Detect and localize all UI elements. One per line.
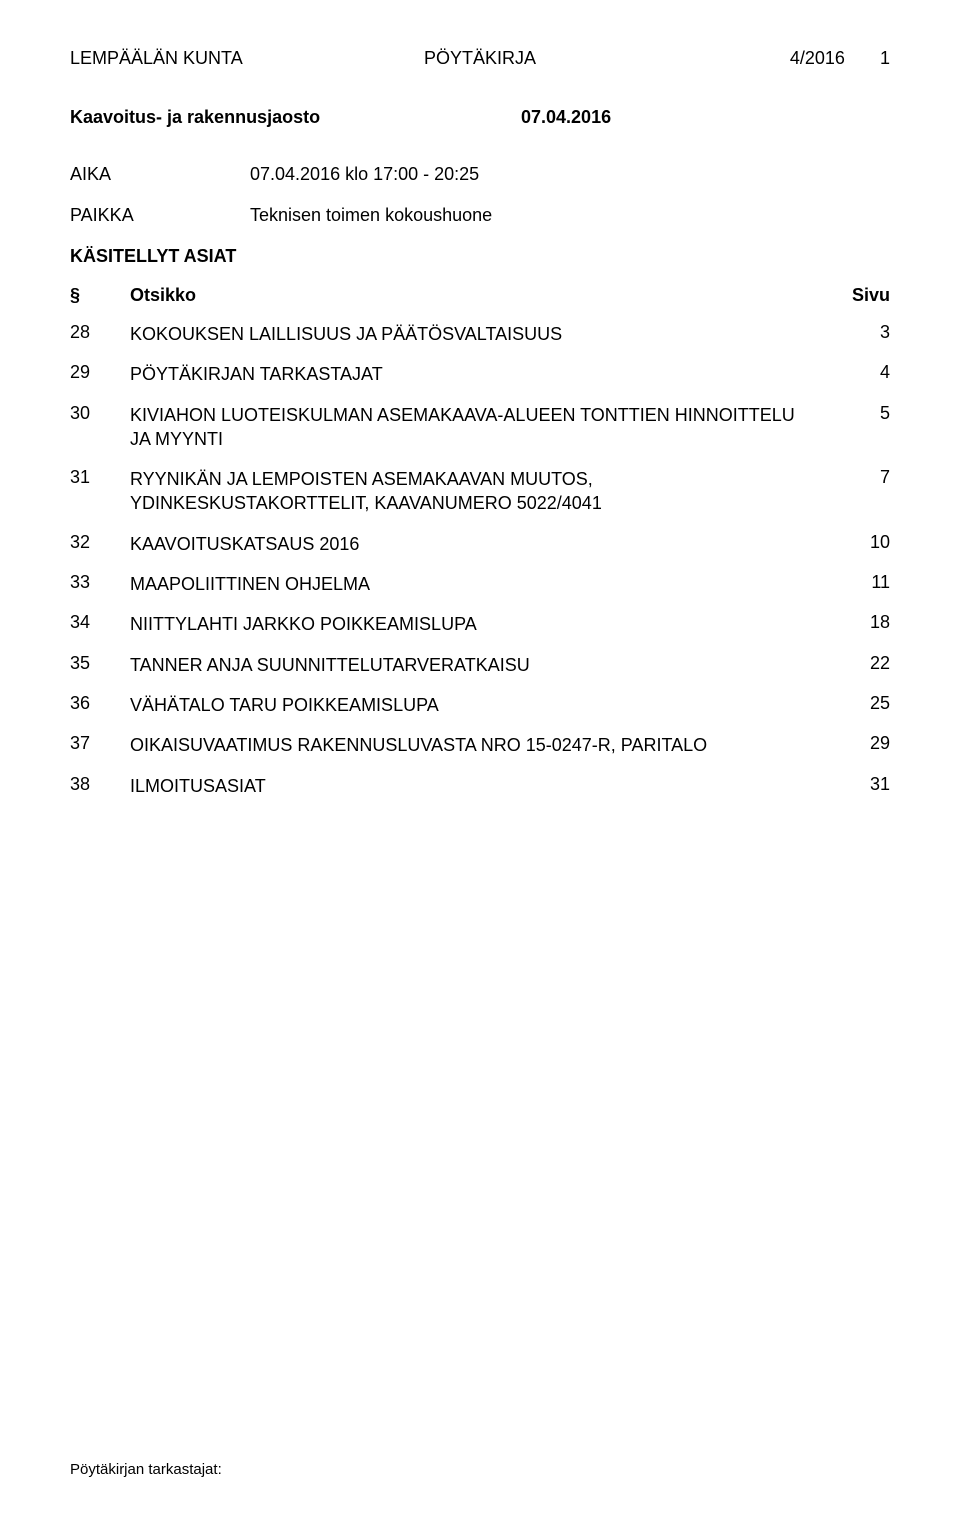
toc-item-title: KIVIAHON LUOTEISKULMAN ASEMAKAAVA-ALUEEN… [130,403,840,452]
toc-row: 34NIITTYLAHTI JARKKO POIKKEAMISLUPA18 [70,612,890,636]
toc-item-num: 31 [70,467,130,488]
toc-item-page: 18 [840,612,890,633]
footer-text: Pöytäkirjan tarkastajat: [70,1461,222,1478]
toc-item-title: OIKAISUVAATIMUS RAKENNUSLUVASTA NRO 15-0… [130,733,840,757]
toc-row: 32KAAVOITUSKATSAUS 201610 [70,532,890,556]
toc-row: 30KIVIAHON LUOTEISKULMAN ASEMAKAAVA-ALUE… [70,403,890,452]
toc-item-num: 37 [70,733,130,754]
subheader-date: 07.04.2016 [521,107,890,128]
toc-item-page: 29 [840,733,890,754]
toc-item-num: 36 [70,693,130,714]
toc-item-num: 33 [70,572,130,593]
toc-row: 29PÖYTÄKIRJAN TARKASTAJAT4 [70,362,890,386]
toc-item-page: 7 [840,467,890,488]
toc-item-title: RYYNIKÄN JA LEMPOISTEN ASEMAKAAVAN MUUTO… [130,467,840,516]
toc-item-page: 3 [840,322,890,343]
toc-item-page: 25 [840,693,890,714]
toc-item-num: 30 [70,403,130,424]
toc-row: 31RYYNIKÄN JA LEMPOISTEN ASEMAKAAVAN MUU… [70,467,890,516]
header-doctype: PÖYTÄKIRJA [343,48,616,69]
toc-item-page: 22 [840,653,890,674]
toc-item-title: ILMOITUSASIAT [130,774,840,798]
subheader-board: Kaavoitus- ja rakennusjaosto [70,107,521,128]
page: LEMPÄÄLÄN KUNTA PÖYTÄKIRJA 4/2016 1 Kaav… [0,0,960,1518]
toc-row: 33MAAPOLIITTINEN OHJELMA11 [70,572,890,596]
toc-item-num: 35 [70,653,130,674]
toc-body: 28KOKOUKSEN LAILLISUUS JA PÄÄTÖSVALTAISU… [70,322,890,798]
toc-row: 28KOKOUKSEN LAILLISUUS JA PÄÄTÖSVALTAISU… [70,322,890,346]
toc-header-title: Otsikko [130,285,840,306]
meta-aika-value: 07.04.2016 klo 17:00 - 20:25 [250,164,890,185]
toc-row: 37OIKAISUVAATIMUS RAKENNUSLUVASTA NRO 15… [70,733,890,757]
toc-item-page: 10 [840,532,890,553]
toc-item-page: 31 [840,774,890,795]
toc-item-num: 34 [70,612,130,633]
header-org: LEMPÄÄLÄN KUNTA [70,48,343,69]
header-pagenum: 1 [880,48,890,68]
toc-item-num: 29 [70,362,130,383]
toc-item-page: 11 [840,572,890,593]
subheader-row: Kaavoitus- ja rakennusjaosto 07.04.2016 [70,107,890,128]
meta-paikka-label: PAIKKA [70,205,250,226]
toc-item-title: MAAPOLIITTINEN OHJELMA [130,572,840,596]
section-title: KÄSITELLYT ASIAT [70,246,890,267]
toc-item-title: PÖYTÄKIRJAN TARKASTAJAT [130,362,840,386]
toc-item-title: VÄHÄTALO TARU POIKKEAMISLUPA [130,693,840,717]
toc-item-num: 32 [70,532,130,553]
toc-item-num: 28 [70,322,130,343]
toc-item-title: TANNER ANJA SUUNNITTELUTARVERATKAISU [130,653,840,677]
toc-item-page: 5 [840,403,890,424]
toc-item-title: KOKOUKSEN LAILLISUUS JA PÄÄTÖSVALTAISUUS [130,322,840,346]
toc-row: 38ILMOITUSASIAT31 [70,774,890,798]
toc-item-page: 4 [840,362,890,383]
meta-aika-row: AIKA 07.04.2016 klo 17:00 - 20:25 [70,164,890,185]
toc-item-num: 38 [70,774,130,795]
meta-aika-label: AIKA [70,164,250,185]
toc-header-page: Sivu [840,285,890,306]
header-row: LEMPÄÄLÄN KUNTA PÖYTÄKIRJA 4/2016 1 [70,48,890,69]
toc-header-num: § [70,285,130,306]
meta-paikka-value: Teknisen toimen kokoushuone [250,205,890,226]
toc-row: 36VÄHÄTALO TARU POIKKEAMISLUPA25 [70,693,890,717]
toc-row: 35TANNER ANJA SUUNNITTELUTARVERATKAISU22 [70,653,890,677]
meta-paikka-row: PAIKKA Teknisen toimen kokoushuone [70,205,890,226]
header-docnum: 4/2016 [790,48,845,68]
toc-item-title: NIITTYLAHTI JARKKO POIKKEAMISLUPA [130,612,840,636]
toc-header-row: § Otsikko Sivu [70,285,890,306]
toc-item-title: KAAVOITUSKATSAUS 2016 [130,532,840,556]
header-right: 4/2016 1 [617,48,890,69]
